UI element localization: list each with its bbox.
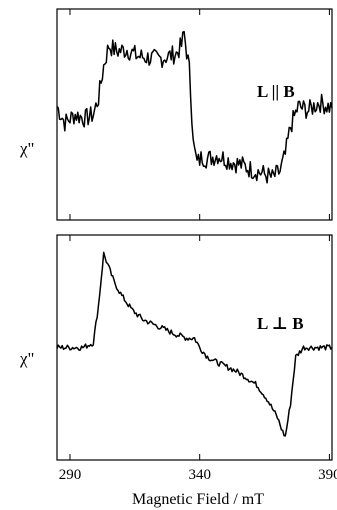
bottom-panel-frame [56, 234, 333, 461]
top-panel-trace [56, 30, 333, 184]
x-tick-label: 390 [318, 467, 337, 483]
bottom-panel-trace [56, 251, 333, 437]
x-axis-title: Magnetic Field / mT [132, 491, 264, 508]
top-panel-frame [56, 8, 333, 221]
x-tick-label: 340 [188, 467, 211, 483]
top-panel-annotation: L || B [257, 82, 295, 101]
top-panel-ticks [69, 9, 330, 220]
bottom-panel: χ" L ⊥ B [19, 234, 333, 461]
bottom-panel-ticks [69, 235, 330, 460]
bottom-panel-annotation: L ⊥ B [257, 314, 304, 333]
bottom-panel-ylabel: χ" [19, 349, 35, 368]
x-axis-tick-labels: 290 340 390 [59, 467, 337, 483]
x-tick-label: 290 [59, 467, 82, 483]
top-panel: χ" L || B [19, 8, 333, 221]
top-panel-ylabel: χ" [19, 139, 35, 158]
